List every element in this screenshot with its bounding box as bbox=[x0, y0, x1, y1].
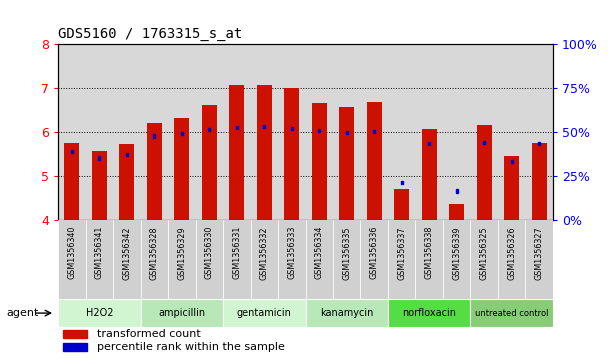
Text: GSM1356331: GSM1356331 bbox=[232, 226, 241, 280]
Text: GSM1356325: GSM1356325 bbox=[480, 226, 489, 280]
Bar bbox=[373, 130, 375, 133]
Text: GSM1356341: GSM1356341 bbox=[95, 226, 104, 280]
Bar bbox=[147, 123, 162, 220]
Text: GSM1356333: GSM1356333 bbox=[287, 226, 296, 280]
Bar bbox=[168, 220, 196, 299]
Bar bbox=[86, 220, 113, 299]
Bar bbox=[196, 220, 223, 299]
Text: agent: agent bbox=[6, 308, 38, 318]
Bar bbox=[318, 129, 320, 132]
Text: norfloxacin: norfloxacin bbox=[402, 308, 456, 318]
Text: transformed count: transformed count bbox=[97, 329, 200, 339]
Bar bbox=[367, 102, 382, 220]
Text: GSM1356334: GSM1356334 bbox=[315, 226, 324, 280]
Bar bbox=[141, 299, 223, 327]
Bar bbox=[346, 131, 348, 134]
Text: GSM1356327: GSM1356327 bbox=[535, 226, 544, 280]
Bar bbox=[306, 220, 333, 299]
Text: GSM1356337: GSM1356337 bbox=[397, 226, 406, 280]
Text: GDS5160 / 1763315_s_at: GDS5160 / 1763315_s_at bbox=[58, 27, 243, 41]
Bar bbox=[477, 125, 492, 220]
Text: GSM1356336: GSM1356336 bbox=[370, 226, 379, 280]
Bar bbox=[58, 220, 86, 299]
Bar bbox=[236, 126, 238, 129]
Text: percentile rank within the sample: percentile rank within the sample bbox=[97, 342, 285, 352]
Bar bbox=[449, 204, 464, 220]
Bar bbox=[223, 299, 306, 327]
Bar bbox=[257, 85, 272, 220]
Bar bbox=[202, 105, 217, 220]
Bar bbox=[71, 150, 73, 153]
Bar bbox=[119, 144, 134, 220]
Bar bbox=[181, 132, 183, 135]
Bar bbox=[174, 118, 189, 220]
Bar bbox=[312, 103, 327, 220]
Bar bbox=[532, 143, 547, 220]
Bar bbox=[63, 343, 87, 351]
Bar bbox=[333, 220, 360, 299]
Bar bbox=[141, 220, 168, 299]
Text: GSM1356328: GSM1356328 bbox=[150, 226, 159, 280]
Bar bbox=[63, 330, 87, 338]
Text: gentamicin: gentamicin bbox=[237, 308, 291, 318]
Bar bbox=[223, 220, 251, 299]
Text: GSM1356342: GSM1356342 bbox=[122, 226, 131, 280]
Bar bbox=[428, 142, 430, 146]
Text: GSM1356326: GSM1356326 bbox=[507, 226, 516, 280]
Bar bbox=[229, 85, 244, 220]
Bar bbox=[388, 299, 470, 327]
Bar bbox=[126, 154, 128, 156]
Bar bbox=[284, 87, 299, 220]
Bar bbox=[208, 128, 210, 131]
Text: H2O2: H2O2 bbox=[86, 308, 113, 318]
Bar bbox=[153, 134, 155, 138]
Bar bbox=[470, 299, 553, 327]
Text: GSM1356332: GSM1356332 bbox=[260, 226, 269, 280]
Bar bbox=[98, 156, 100, 159]
Bar bbox=[498, 220, 525, 299]
Bar bbox=[113, 220, 141, 299]
Bar bbox=[263, 125, 265, 128]
Bar bbox=[306, 299, 388, 327]
Bar bbox=[456, 189, 458, 192]
Bar bbox=[394, 189, 409, 220]
Bar bbox=[401, 181, 403, 184]
Bar bbox=[422, 129, 437, 220]
Bar bbox=[443, 220, 470, 299]
Bar bbox=[92, 151, 107, 220]
Text: GSM1356340: GSM1356340 bbox=[67, 226, 76, 280]
Bar bbox=[278, 220, 306, 299]
Bar bbox=[525, 220, 553, 299]
Text: GSM1356335: GSM1356335 bbox=[342, 226, 351, 280]
Text: GSM1356330: GSM1356330 bbox=[205, 226, 214, 280]
Bar bbox=[360, 220, 388, 299]
Bar bbox=[504, 156, 519, 220]
Text: kanamycin: kanamycin bbox=[320, 308, 373, 318]
Text: GSM1356339: GSM1356339 bbox=[452, 226, 461, 280]
Text: untreated control: untreated control bbox=[475, 309, 549, 318]
Bar bbox=[511, 160, 513, 163]
Bar bbox=[538, 142, 540, 146]
Bar bbox=[64, 143, 79, 220]
Bar bbox=[415, 220, 443, 299]
Bar bbox=[483, 141, 485, 144]
Bar bbox=[339, 107, 354, 220]
Bar bbox=[251, 220, 278, 299]
Bar bbox=[58, 299, 141, 327]
Bar bbox=[470, 220, 498, 299]
Text: GSM1356329: GSM1356329 bbox=[177, 226, 186, 280]
Text: ampicillin: ampicillin bbox=[158, 308, 205, 318]
Bar bbox=[388, 220, 415, 299]
Text: GSM1356338: GSM1356338 bbox=[425, 226, 434, 280]
Bar bbox=[291, 127, 293, 130]
